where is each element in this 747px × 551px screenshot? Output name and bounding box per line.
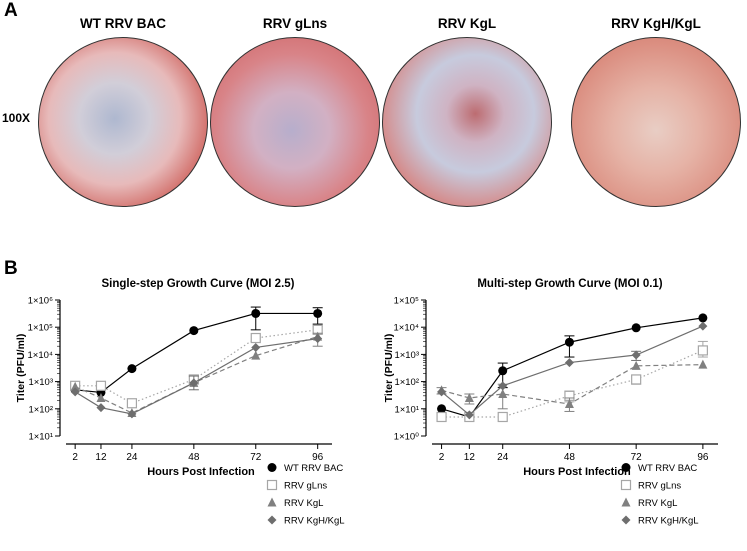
- chart2-legend-label-kghkgl: RRV KgH/KgL: [638, 516, 699, 527]
- chart2-series-glns-point-2: [497, 411, 508, 423]
- micrograph-kghkgl: [571, 37, 741, 207]
- chart1-ytick-label-5: 1×10⁶: [28, 296, 53, 307]
- panel-a-letter: A: [4, 0, 18, 21]
- chart2-legend-label-glns: RRV gLns: [638, 481, 681, 492]
- chart2-xtick-label-3: 48: [564, 452, 576, 463]
- chart2-legend-label-wt: WT RRV BAC: [638, 463, 697, 474]
- chart2-series-kghkgl-point-3: [564, 358, 574, 368]
- chart1-ytick-label-1: 1×10²: [28, 404, 53, 415]
- chart2-title: Multi-step Growth Curve (MOI 0.1): [477, 278, 662, 290]
- chart1-xtick-label-0: 2: [72, 452, 78, 463]
- panel-b-letter: B: [4, 258, 18, 279]
- chart2-series-kghkgl-point-0: [437, 387, 447, 397]
- chart1-series-wt-point-2: [127, 364, 137, 374]
- chart2-legend-marker-glns: [620, 479, 632, 491]
- chart1-legend-label-kghkgl: RRV KgH/KgL: [284, 516, 345, 527]
- micrograph-wt: [38, 37, 208, 207]
- chart2-xtick-label-1: 12: [464, 452, 476, 463]
- chart1-legend-marker-kghkgl: [267, 515, 277, 525]
- chart1-xtick-label-5: 96: [312, 452, 324, 463]
- chart2-series-wt-point-0: [437, 404, 447, 414]
- chart2-xlabel: Hours Post Infection: [523, 466, 631, 478]
- chart2-xtick-label-5: 96: [697, 452, 709, 463]
- chart2-legend-marker-wt: [621, 463, 631, 472]
- chart1-xtick-label-4: 72: [250, 452, 262, 463]
- chart1-ylabel: Titer (PFU/ml): [15, 334, 27, 403]
- chart2-series-wt-point-3: [564, 337, 574, 347]
- chart2-series-kghkgl-point-5: [698, 321, 708, 331]
- chart2-ytick-label-4: 1×10⁴: [394, 323, 419, 334]
- chart1-xtick-label-1: 12: [95, 452, 107, 463]
- chart1-ytick-label-4: 1×10⁵: [28, 323, 53, 334]
- chart2-xtick-label-0: 2: [439, 452, 445, 463]
- magnification-label: 100X: [2, 111, 31, 125]
- chart2-series-kghkgl-point-4: [631, 350, 641, 360]
- chart1-series-glns-point-1: [95, 380, 107, 391]
- chart1-series-wt-point-3: [189, 326, 199, 336]
- chart2-ytick-label-3: 1×10³: [394, 350, 419, 361]
- chart1-legend-label-glns: RRV gLns: [284, 481, 327, 492]
- chart1-series-kgl-point-1: [96, 392, 106, 402]
- chart1-series-wt-point-4: [251, 308, 261, 318]
- chart1-series-kghkgl-point-5: [313, 334, 323, 344]
- chart1-series-wt-point-5: [313, 308, 323, 318]
- chart1-series-kghkgl-point-3: [189, 378, 199, 388]
- chart1-series-glns-point-4: [250, 332, 261, 344]
- chart2-series-wt-point-2: [498, 366, 508, 376]
- chart1-series-glns-point-2: [126, 398, 138, 409]
- chart2-series-kgl-point-5: [698, 359, 708, 369]
- image-title-kghkgl: RRV KgH/KgL: [611, 16, 701, 31]
- chart1-legend-marker-kgl: [267, 497, 277, 507]
- chart2-series-kgl-point-4: [631, 360, 641, 370]
- micrograph-kgl: [382, 37, 552, 207]
- chart2-ylabel: Titer (PFU/ml): [383, 334, 395, 403]
- chart2-xtick-label-2: 24: [497, 452, 509, 463]
- chart1-series-kghkgl-line: [74, 338, 318, 415]
- micrograph-glns: [210, 37, 380, 207]
- chart2-series-kgl-point-1: [464, 392, 474, 402]
- chart2-series-kghkgl-line: [441, 325, 704, 416]
- chart1-ytick-label-3: 1×10⁴: [28, 350, 53, 361]
- chart1-series-kghkgl-point-0: [70, 387, 80, 397]
- chart2-series-glns-point-0: [436, 411, 447, 423]
- chart2-legend-marker-kgl: [621, 497, 631, 507]
- chart1-series-kgl-point-0: [70, 381, 80, 391]
- chart2-legend-label-kgl: RRV KgL: [638, 498, 677, 509]
- chart2-ytick-label-1: 1×10¹: [394, 404, 419, 415]
- chart1-xlabel: Hours Post Infection: [147, 466, 255, 478]
- chart2-ytick-label-2: 1×10²: [394, 377, 419, 388]
- chart2-series-wt-point-4: [631, 323, 641, 333]
- chart1-legend-marker-glns: [266, 479, 278, 491]
- chart1-ytick-label-0: 1×10¹: [28, 432, 53, 443]
- chart1-legend-label-kgl: RRV KgL: [284, 498, 323, 509]
- chart2-series-kgl-line: [441, 364, 703, 405]
- chart1-series-kghkgl-point-1: [96, 403, 106, 413]
- chart2-series-glns-line: [441, 349, 704, 418]
- chart1-series-kghkgl-point-2: [127, 409, 137, 419]
- chart2-ytick-label-5: 1×10⁵: [394, 296, 419, 307]
- chart1-xtick-label-2: 24: [126, 452, 138, 463]
- chart2-series-kgl-point-3: [564, 399, 574, 409]
- chart2-series-kgl-point-2: [498, 389, 508, 399]
- image-title-glns: RRV gLns: [262, 16, 328, 31]
- chart1-xtick-label-3: 48: [188, 452, 200, 463]
- chart2-legend-marker-kghkgl: [621, 515, 631, 525]
- chart2-series-kghkgl-point-1: [464, 410, 474, 420]
- chart1-title: Single-step Growth Curve (MOI 2.5): [102, 278, 295, 290]
- chart1-ytick-label-2: 1×10³: [28, 377, 53, 388]
- chart2-series-glns-point-5: [697, 345, 708, 356]
- chart1-legend-label-wt: WT RRV BAC: [284, 463, 343, 474]
- chart1-series-kgl-point-4: [251, 350, 261, 360]
- chart1-series-kghkgl-point-4: [251, 342, 261, 352]
- image-title-wt: WT RRV BAC: [80, 16, 166, 31]
- chart2-ytick-label-0: 1×10⁰: [394, 432, 419, 443]
- chart2-series-kghkgl-point-2: [498, 381, 508, 391]
- chart2-xtick-label-4: 72: [631, 452, 643, 463]
- chart2-series-glns-point-4: [631, 374, 642, 385]
- chart1-series-glns-line: [75, 329, 318, 404]
- image-title-kgl: RRV KgL: [437, 16, 497, 31]
- chart1-legend-marker-wt: [267, 463, 277, 472]
- chart2-series-wt-point-5: [698, 313, 708, 323]
